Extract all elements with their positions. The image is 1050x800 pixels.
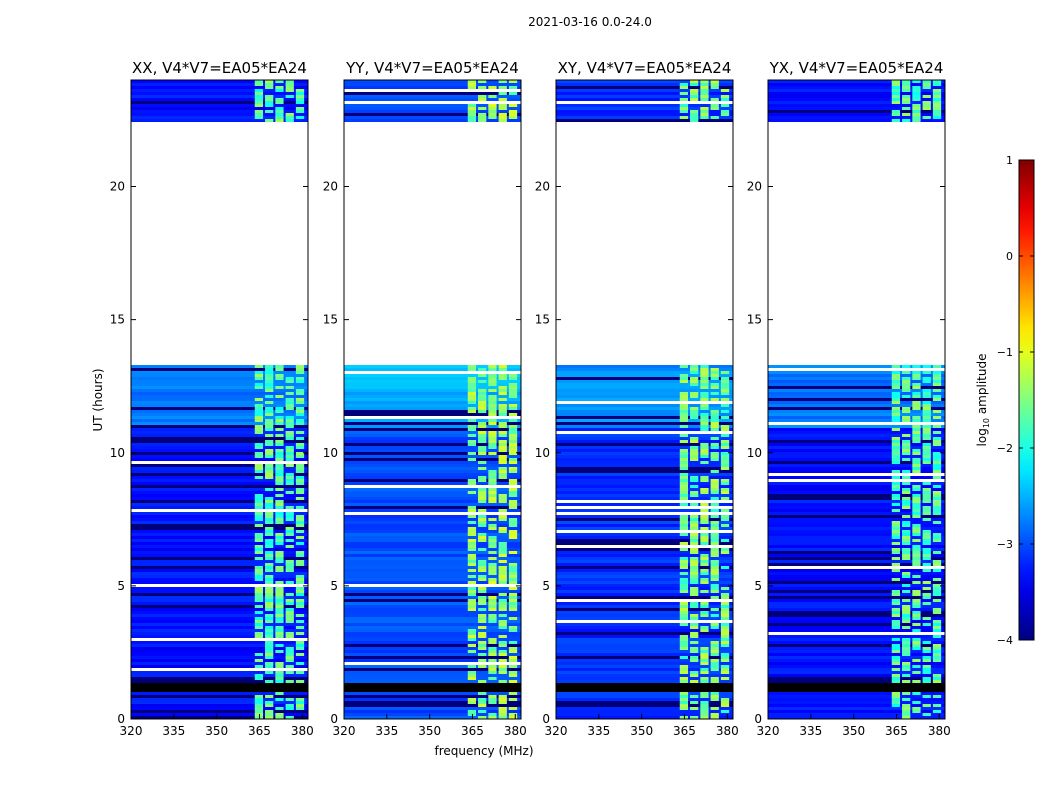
y-tick-label: 10: [110, 446, 125, 460]
x-tick-label: 350: [842, 724, 865, 738]
panel-title: YX, V4*V7=EA05*EA24: [769, 59, 944, 77]
panels-group: XX, V4*V7=EA05*EA24 0 5 10 15 20 320 335 350 365 3…: [110, 59, 951, 738]
y-tick-label: 5: [330, 579, 338, 593]
panel-yy: YY, V4*V7=EA05*EA24 0 5 10 15 20 320 335 350 365 3…: [323, 59, 527, 738]
x-tick-label: 350: [630, 724, 653, 738]
y-tick-label: 15: [747, 313, 762, 327]
x-tick-label: 365: [461, 724, 484, 738]
x-tick-label: 365: [885, 724, 908, 738]
y-tick-label: 15: [110, 313, 125, 327]
x-tick-label: 335: [162, 724, 185, 738]
colorbar-tick-label: −3: [997, 538, 1013, 551]
panel-xx: XX, V4*V7=EA05*EA24 0 5 10 15 20 320 335 350 365 3…: [110, 59, 314, 738]
x-tick-label: 380: [504, 724, 527, 738]
y-tick-label: 5: [117, 579, 125, 593]
spectrogram-image: [131, 80, 308, 719]
spectrogram-image: [768, 80, 945, 719]
x-tick-label: 335: [799, 724, 822, 738]
x-tick-label: 365: [248, 724, 271, 738]
x-tick-label: 380: [716, 724, 739, 738]
y-tick-label: 15: [323, 313, 338, 327]
colorbar-label: log10 amplitude: [975, 354, 991, 447]
x-tick-label: 350: [205, 724, 228, 738]
colorbar-tick-label: 0: [1006, 250, 1013, 263]
y-tick-label: 20: [110, 180, 125, 194]
y-tick-label: 10: [323, 446, 338, 460]
colorbar-tick-label: 1: [1006, 154, 1013, 167]
panel-title: XY, V4*V7=EA05*EA24: [558, 59, 732, 77]
y-tick-label: 10: [535, 446, 550, 460]
panel-yx: YX, V4*V7=EA05*EA24 0 5 10 15 20 320 335 350 365 3…: [747, 59, 951, 738]
y-tick-label: 0: [754, 712, 762, 726]
y-tick-label: 10: [747, 446, 762, 460]
panel-frame: [130, 79, 309, 720]
x-tick-label: 320: [333, 724, 356, 738]
x-tick-label: 350: [418, 724, 441, 738]
y-tick-label: 20: [323, 180, 338, 194]
x-tick-label: 335: [375, 724, 398, 738]
colorbar-tick-label: −2: [997, 442, 1013, 455]
x-tick-label: 365: [673, 724, 696, 738]
panel-frame: [767, 79, 946, 720]
y-tick-label: 20: [747, 180, 762, 194]
y-tick-label: 20: [535, 180, 550, 194]
y-axis-label: UT (hours): [91, 368, 105, 431]
x-tick-label: 320: [545, 724, 568, 738]
panel-frame: [555, 79, 734, 720]
colorbar: 1 0 −1 −2 −3 −4 log10 amplitude: [975, 154, 1035, 647]
colorbar-tick-label: −4: [997, 634, 1013, 647]
y-tick-label: 5: [754, 579, 762, 593]
y-tick-label: 0: [542, 712, 550, 726]
x-tick-label: 335: [587, 724, 610, 738]
figure-suptitle: 2021-03-16 0.0-24.0: [528, 15, 652, 29]
spectrogram-image: [344, 80, 521, 719]
y-tick-label: 0: [117, 712, 125, 726]
colorbar-tick-label: −1: [997, 346, 1013, 359]
y-tick-label: 15: [535, 313, 550, 327]
panel-xy: XY, V4*V7=EA05*EA24 0 5 10 15 20 320 335 350 365 3…: [535, 59, 739, 738]
panel-title: YY, V4*V7=EA05*EA24: [345, 59, 519, 77]
y-tick-label: 0: [330, 712, 338, 726]
x-tick-label: 320: [757, 724, 780, 738]
y-tick-label: 5: [542, 579, 550, 593]
x-tick-label: 380: [291, 724, 314, 738]
panel-frame: [343, 79, 522, 720]
spectrogram-image: [556, 80, 733, 719]
x-tick-label: 380: [928, 724, 951, 738]
x-axis-label: frequency (MHz): [434, 744, 533, 758]
colorbar-gradient: [1018, 159, 1035, 641]
x-tick-label: 320: [120, 724, 143, 738]
panel-title: XX, V4*V7=EA05*EA24: [132, 59, 307, 77]
